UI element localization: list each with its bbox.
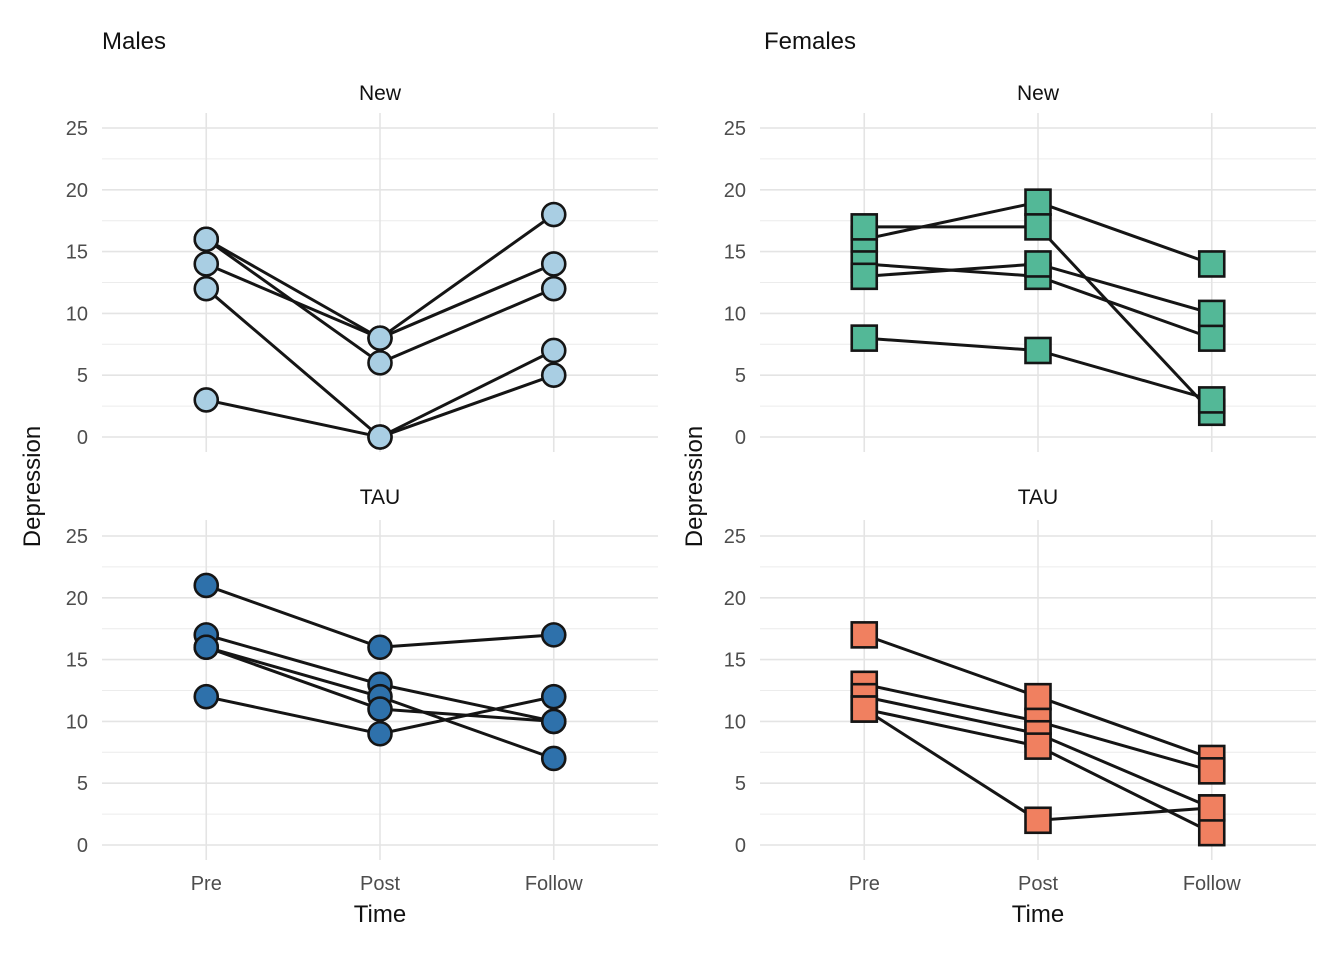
data-point-marker [367,350,393,376]
y-tick-label: 5 [77,365,88,387]
column-females: Females Depression Time Pre Post Follow New 0 5 1… [681,28,1316,928]
y-tick-label: 10 [66,711,88,733]
data-point-marker [193,683,220,710]
data-point-marker [850,621,879,649]
column-title: Males [102,28,166,55]
data-point-marker [367,634,393,661]
y-tick-label: 25 [724,118,746,140]
data-point-marker [193,387,220,413]
data-point-marker [1197,250,1226,278]
panel-males-new: New 0 5 10 15 20 25 [66,82,658,452]
panel-females-tau: TAU 0 5 10 15 20 25 [724,486,1316,860]
x-tick-label: Follow [525,873,583,895]
data-point-marker [850,213,879,241]
x-tick-label: Follow [1183,873,1241,895]
data-point-marker [367,424,393,450]
data-point-marker [1197,818,1226,847]
data-point-marker [1197,324,1226,352]
y-axis-title: Depression [19,426,46,547]
y-tick-label: 5 [77,773,88,795]
y-tick-label: 20 [66,588,88,610]
y-tick-label: 15 [724,242,746,264]
data-point-marker [193,226,220,253]
column-title: Females [764,28,856,55]
data-point-marker [540,251,567,277]
y-tick-label: 20 [66,180,88,202]
data-point-marker [540,683,567,710]
panel-males-tau: TAU 0 5 10 15 20 25 [66,486,658,860]
y-axis-title: Depression [681,426,708,547]
y-tick-label: 20 [724,180,746,202]
data-point-marker [850,324,879,352]
data-point-marker [540,201,567,228]
y-tick-label: 20 [724,588,746,610]
data-point-marker [540,622,567,648]
data-point-marker [193,572,220,599]
data-point-marker [193,275,220,302]
x-tick-label: Pre [849,873,880,895]
y-tick-label: 10 [724,711,746,733]
panel-females-new: New 0 5 10 15 20 25 [724,82,1316,452]
data-point-marker [367,696,393,722]
y-tick-label: 15 [724,650,746,672]
data-point-marker [1024,732,1052,760]
facet-title: TAU [360,486,400,509]
facet-title: TAU [1018,486,1058,509]
data-point-marker [1197,757,1226,785]
y-tick-label: 25 [66,526,88,548]
data-point-marker [1024,806,1052,835]
y-tick-label: 5 [735,365,746,387]
data-point-marker [1024,336,1052,365]
data-point-marker [540,337,567,364]
facet-title: New [359,82,402,105]
x-tick-label: Post [360,873,400,895]
data-point-marker [540,275,567,302]
x-axis-title: Time [1012,901,1064,928]
data-point-marker [1024,213,1052,241]
data-point-marker [193,634,220,661]
y-tick-label: 15 [66,650,88,672]
y-tick-label: 0 [735,835,746,857]
data-point-marker [1024,188,1052,216]
x-axis-title: Time [354,901,406,928]
data-point-marker [193,251,220,277]
data-point-marker [1197,299,1226,328]
y-tick-label: 0 [77,835,88,857]
y-tick-label: 25 [724,526,746,548]
data-point-marker [540,362,567,389]
data-point-marker [1024,250,1052,278]
data-point-marker [850,695,879,723]
data-point-marker [1024,682,1052,711]
data-point-marker [850,262,879,291]
y-tick-label: 5 [735,773,746,795]
y-tick-label: 10 [66,303,88,325]
y-tick-label: 0 [77,427,88,449]
y-tick-label: 15 [66,242,88,264]
data-point-marker [367,720,393,747]
data-point-marker [540,745,567,772]
data-point-marker [1197,386,1226,414]
data-point-marker [1197,794,1226,822]
facet-title: New [1017,82,1060,105]
y-tick-label: 10 [724,303,746,325]
y-tick-label: 25 [66,118,88,140]
column-males: Males Depression Time Pre Post Follow New 0 5 10 1… [19,28,658,928]
data-point-marker [540,708,567,735]
y-tick-label: 0 [735,427,746,449]
data-point-marker [367,325,393,351]
x-tick-label: Post [1018,873,1058,895]
x-tick-label: Pre [191,873,222,895]
